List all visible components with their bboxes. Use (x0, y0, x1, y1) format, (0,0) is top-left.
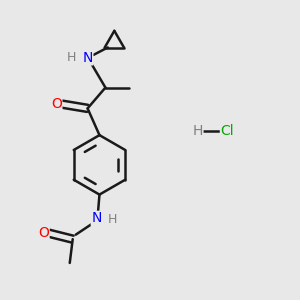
Text: O: O (51, 97, 62, 111)
Text: N: N (91, 212, 102, 225)
Text: Cl: Cl (220, 124, 234, 138)
Text: O: O (38, 226, 49, 240)
Text: H: H (108, 213, 118, 226)
Text: N: N (82, 51, 93, 65)
Text: H: H (192, 124, 203, 138)
Text: H: H (67, 51, 76, 64)
